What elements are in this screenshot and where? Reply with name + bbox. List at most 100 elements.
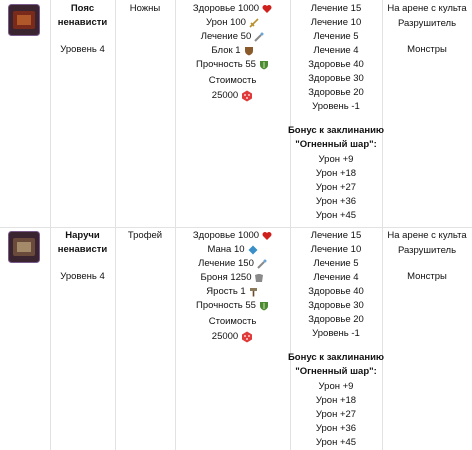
spell-bonus-text: Урон +9	[318, 381, 354, 392]
item-name-text: ненависти	[57, 244, 108, 255]
item-type: Ножны	[115, 2, 175, 16]
cost: 25000	[175, 330, 290, 344]
spell-title-text: Бонус к заклинанию	[287, 352, 385, 363]
bonus-text: Здоровье 20	[308, 314, 364, 325]
bonus: Уровень -1	[290, 100, 382, 114]
item-icon	[8, 4, 40, 36]
item-type: Трофей	[115, 229, 175, 243]
stat: Ярость 1	[175, 285, 290, 299]
stat: Блок 1	[175, 44, 290, 58]
bonus-text: Лечение 5	[313, 31, 359, 42]
stat-text: Лечение 50	[200, 31, 252, 42]
item-name: Наручи	[50, 229, 115, 243]
location-text: Разрушитель	[397, 18, 457, 29]
stat: Здоровье 1000	[175, 2, 290, 16]
location: Разрушитель	[382, 244, 472, 258]
bonus-text: Лечение 10	[310, 244, 362, 255]
spell-name: "Огненный шар":	[290, 138, 382, 152]
bonus-text: Здоровье 20	[308, 87, 364, 98]
bonus: Здоровье 20	[290, 86, 382, 100]
item-level-text: Уровень 4	[60, 44, 105, 55]
location-text: На арене с культа	[387, 3, 467, 14]
cost: 25000	[175, 89, 290, 103]
bonus: Лечение 5	[290, 30, 382, 44]
source-text: Монстры	[407, 44, 447, 55]
bonus: Здоровье 20	[290, 313, 382, 327]
location-text: На арене с культа	[387, 230, 467, 241]
cost-label-text: Стоимость	[208, 316, 257, 327]
bonus: Здоровье 30	[290, 299, 382, 313]
cost-text: 25000	[211, 90, 239, 101]
item-type-text: Трофей	[127, 230, 163, 241]
bonus: Лечение 10	[290, 16, 382, 30]
spell-bonus-text: Урон +45	[315, 437, 357, 448]
stat: Здоровье 1000	[175, 229, 290, 243]
stat-text: Здоровье 1000	[192, 3, 260, 14]
bonus: Уровень -1	[290, 327, 382, 341]
spell-bonus: Урон +45	[290, 209, 382, 223]
stat: Мана 10	[175, 243, 290, 257]
bonus: Лечение 10	[290, 243, 382, 257]
stat: Урон 100	[175, 16, 290, 30]
item-level-text: Уровень 4	[60, 271, 105, 282]
source: Монстры	[382, 43, 472, 57]
cost-label-text: Стоимость	[208, 75, 257, 86]
spell-bonus-text: Урон +45	[315, 210, 357, 221]
spell-bonus-text: Урон +18	[315, 395, 357, 406]
stat-text: Лечение 150	[198, 258, 254, 269]
stat-text: Блок 1	[211, 45, 241, 56]
spell-title: Бонус к заклинанию	[287, 351, 385, 365]
spell-title: Бонус к заклинанию	[287, 124, 385, 138]
spell-bonus: Урон +27	[290, 408, 382, 422]
stat: Лечение 150	[175, 257, 290, 271]
item-name-text: ненависти	[57, 17, 108, 28]
spell-bonus-text: Урон +18	[315, 168, 357, 179]
source-text: Монстры	[407, 271, 447, 282]
spell-bonus: Урон +36	[290, 422, 382, 436]
location: Разрушитель	[382, 17, 472, 31]
bonus-text: Здоровье 30	[308, 73, 364, 84]
stat: Прочность 55	[175, 58, 290, 72]
item-type-text: Ножны	[129, 3, 161, 14]
stat-text: Броня 1250	[200, 272, 252, 283]
column-border	[290, 0, 291, 450]
spell-title-text: Бонус к заклинанию	[287, 125, 385, 136]
bonus: Лечение 4	[290, 44, 382, 58]
bonus-text: Лечение 4	[313, 45, 359, 56]
bonus-text: Уровень -1	[312, 101, 360, 112]
row-border	[0, 227, 472, 228]
cost-label: Стоимость	[175, 74, 290, 88]
spell-bonus: Урон +27	[290, 181, 382, 195]
spell-name-text: "Огненный шар":	[295, 139, 377, 150]
item-name-text: Наручи	[65, 230, 100, 241]
bonus-text: Здоровье 30	[308, 300, 364, 311]
bonus-text: Лечение 10	[310, 17, 362, 28]
stat: Прочность 55	[175, 299, 290, 313]
stat-text: Урон 100	[206, 17, 246, 28]
spell-bonus: Урон +18	[290, 394, 382, 408]
spell-bonus-text: Урон +27	[315, 182, 357, 193]
bonus: Здоровье 30	[290, 72, 382, 86]
bonus-text: Лечение 15	[310, 230, 362, 241]
source: Монстры	[382, 270, 472, 284]
item-name: ненависти	[50, 16, 115, 30]
item-name-text: Пояс	[70, 3, 95, 14]
bonus: Лечение 4	[290, 271, 382, 285]
spell-bonus-text: Урон +9	[318, 154, 354, 165]
column-border	[382, 0, 383, 450]
cost-text: 25000	[211, 331, 239, 342]
column-border	[115, 0, 116, 450]
bonus: Лечение 15	[290, 229, 382, 243]
location-text: Разрушитель	[397, 245, 457, 256]
spell-bonus: Урон +45	[290, 436, 382, 450]
bonus-text: Здоровье 40	[308, 59, 364, 70]
stat: Лечение 50	[175, 30, 290, 44]
spell-bonus: Урон +36	[290, 195, 382, 209]
spell-bonus-text: Урон +36	[315, 423, 357, 434]
location: На арене с культа	[382, 2, 472, 16]
bonus-text: Лечение 4	[313, 272, 359, 283]
bonus: Лечение 5	[290, 257, 382, 271]
stat-text: Прочность 55	[196, 59, 256, 70]
item-level: Уровень 4	[50, 270, 115, 284]
